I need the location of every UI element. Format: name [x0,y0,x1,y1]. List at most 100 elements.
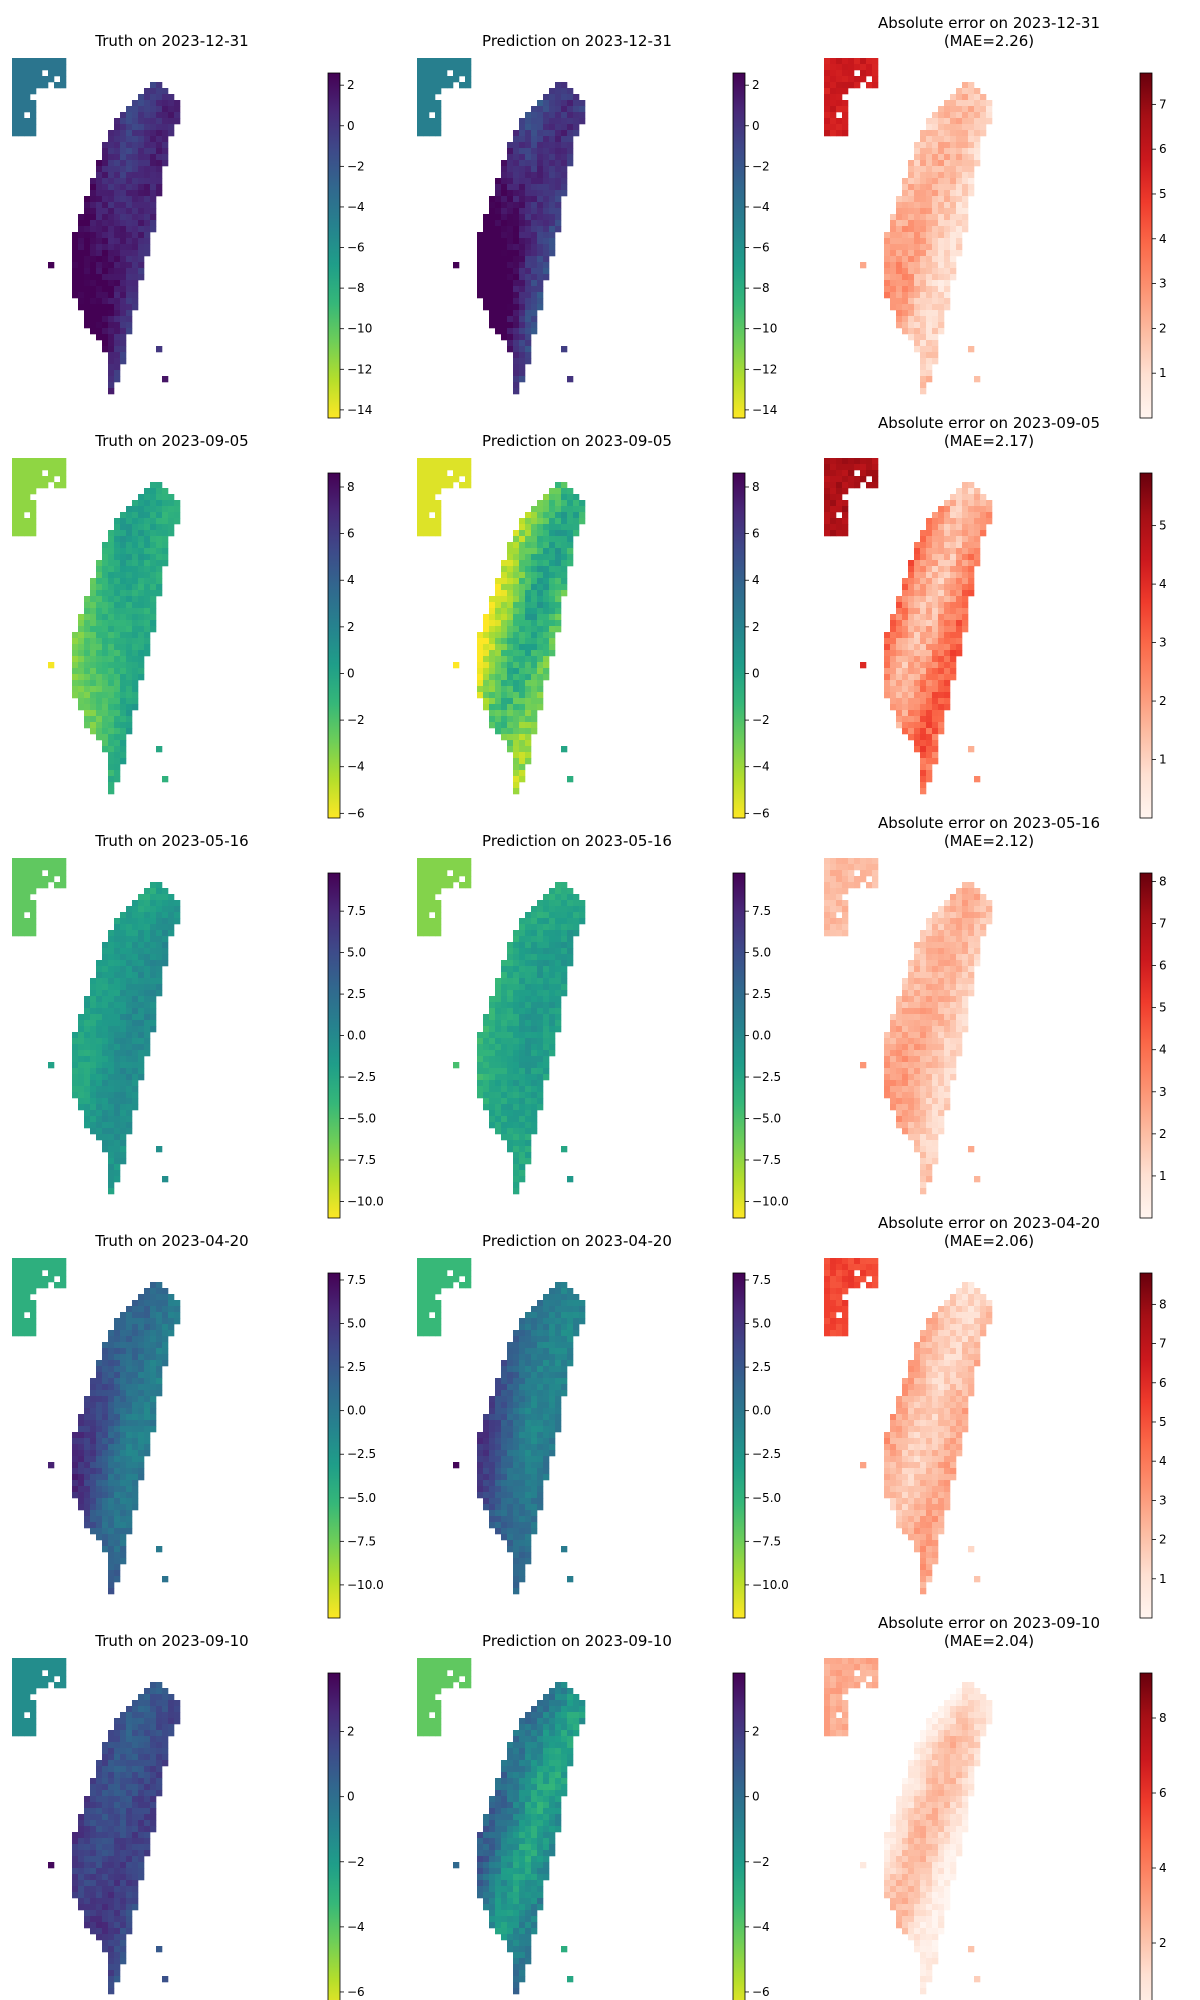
map-cell [525,536,532,543]
map-cell [12,500,19,507]
map-cell [90,984,97,991]
map-cell [920,220,927,227]
map-cell [507,996,514,1003]
map-cell [507,256,514,263]
map-cell [543,184,550,191]
map-cell [944,548,951,555]
map-cell [543,906,550,913]
map-cell [108,310,115,317]
map-cell [60,82,67,89]
map-cell [914,942,921,949]
map-cell [120,1110,127,1117]
map-cell [126,280,133,287]
map-cell [962,930,969,937]
map-cell [24,70,31,77]
map-cell [162,376,169,383]
map-cell [950,512,957,519]
map-cell [938,554,945,561]
map-cell [920,990,927,997]
map-cell [932,1002,939,1009]
map-cell [495,280,502,287]
map-cell [126,1110,133,1117]
map-cell [144,984,151,991]
map-cell [489,1038,496,1045]
map-cell [537,584,544,591]
map-cell [489,704,496,711]
map-cell [18,94,25,101]
map-cell [824,106,831,113]
map-cell [162,560,169,567]
map-cell [962,1020,969,1027]
map-cell [537,274,544,281]
map-cell [866,82,873,89]
map-cell [944,536,951,543]
map-cell [114,232,121,239]
map-cell [531,148,538,155]
map-cell [18,894,25,901]
map-cell [902,1056,909,1063]
map-cell [944,1080,951,1087]
map-cell [24,464,31,471]
map-cell [567,100,574,107]
map-cell [417,858,424,865]
map-cell [90,316,97,323]
map-cell [555,560,562,567]
map-cell [483,614,490,621]
map-cell [120,298,127,305]
map-cell [932,948,939,955]
map-cell [926,990,933,997]
map-cell [162,106,169,113]
map-cell [549,1002,556,1009]
map-cell [72,632,79,639]
map-cell [549,184,556,191]
map-cell [926,1098,933,1105]
map-cell [944,698,951,705]
map-cell [914,1056,921,1063]
map-cell [501,280,508,287]
map-cell [120,960,127,967]
map-cell [932,142,939,149]
map-cell [543,614,550,621]
map-cell [126,1068,133,1075]
map-cell [842,518,849,525]
map-cell [956,178,963,185]
map-cell [537,978,544,985]
map-cell [926,130,933,137]
map-cell [950,1074,957,1081]
map-cell [174,500,181,507]
map-cell [537,1056,544,1063]
map-cell [890,1074,897,1081]
map-cell [860,58,867,65]
map-cell [914,316,921,323]
colorbar [327,872,341,1219]
map-cell [968,112,975,119]
map-cell [465,870,472,877]
map-cell [932,358,939,365]
map-cell [138,596,145,603]
map-cell [429,900,436,907]
map-cell [938,590,945,597]
map-cell [102,692,109,699]
map-cell [908,208,915,215]
map-cell [561,94,568,101]
map-cell [30,124,37,131]
map-cell [555,190,562,197]
map-cell [417,924,424,931]
map-cell [579,506,586,513]
map-cell [890,280,897,287]
map-cell [549,536,556,543]
map-cell [30,506,37,513]
map-cell [932,954,939,961]
map-cell [483,650,490,657]
map-cell [417,906,424,913]
map-cell [114,954,121,961]
map-cell [920,280,927,287]
map-cell [495,268,502,275]
map-cell [423,464,430,471]
map-cell [914,280,921,287]
map-cell [78,226,85,233]
map-cell [501,184,508,191]
map-cell [824,918,831,925]
map-cell [914,1014,921,1021]
map-cell [866,864,873,871]
